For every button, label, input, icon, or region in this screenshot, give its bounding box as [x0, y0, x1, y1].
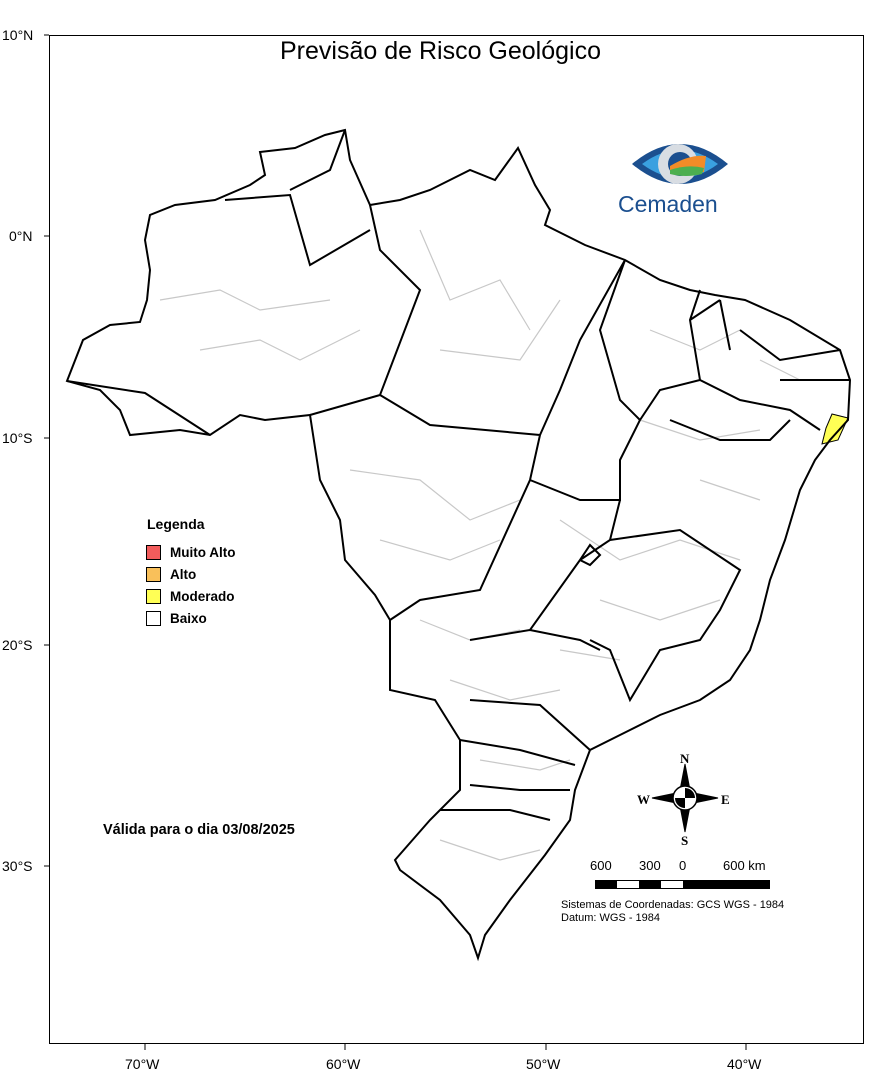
scale-bar [595, 880, 770, 889]
legend-title: Legenda [147, 516, 205, 532]
lat-tick: 10°N [2, 27, 34, 43]
cemaden-logo: Cemaden [618, 134, 736, 219]
compass-w: W [637, 792, 650, 807]
compass-rose-icon: N S W E [637, 751, 730, 848]
lat-tick: 20°S [2, 637, 33, 653]
municipal-boundaries [159, 229, 801, 861]
lat-tick: 0°N [9, 228, 33, 244]
lat-tick: 30°S [2, 858, 33, 874]
scale-label: 600 km [723, 858, 766, 873]
compass-e: E [721, 792, 730, 807]
coordinate-system: Sistemas de Coordenadas: GCS WGS - 1984 [561, 899, 785, 911]
legend-item-muito-alto: Muito Alto [146, 545, 235, 560]
lon-tick: 60°W [326, 1056, 361, 1072]
scale-label: 300 [639, 858, 661, 873]
scale-label: 0 [679, 858, 687, 873]
datum: Datum: WGS - 1984 [561, 912, 661, 924]
map-frame [49, 35, 864, 1044]
compass-n: N [680, 751, 690, 766]
legend-item-baixo: Baixo [146, 611, 207, 626]
map-title: Previsão de Risco Geológico [280, 37, 601, 65]
legend-item-moderado: Moderado [146, 589, 235, 604]
moderado-area [821, 413, 849, 445]
brazil-outline [65, 128, 852, 962]
state-boundaries [66, 129, 850, 821]
compass-s: S [681, 833, 688, 848]
axis-ticks [44, 34, 747, 1050]
lat-tick: 10°S [2, 430, 33, 446]
lon-tick: 50°W [526, 1056, 561, 1072]
lon-tick: 40°W [727, 1056, 762, 1072]
valid-date: Válida para o dia 03/08/2025 [103, 822, 295, 838]
legend-item-alto: Alto [146, 567, 196, 582]
scale-label: 600 [590, 858, 612, 873]
logo-text: Cemaden [618, 191, 718, 217]
lon-tick: 70°W [125, 1056, 160, 1072]
